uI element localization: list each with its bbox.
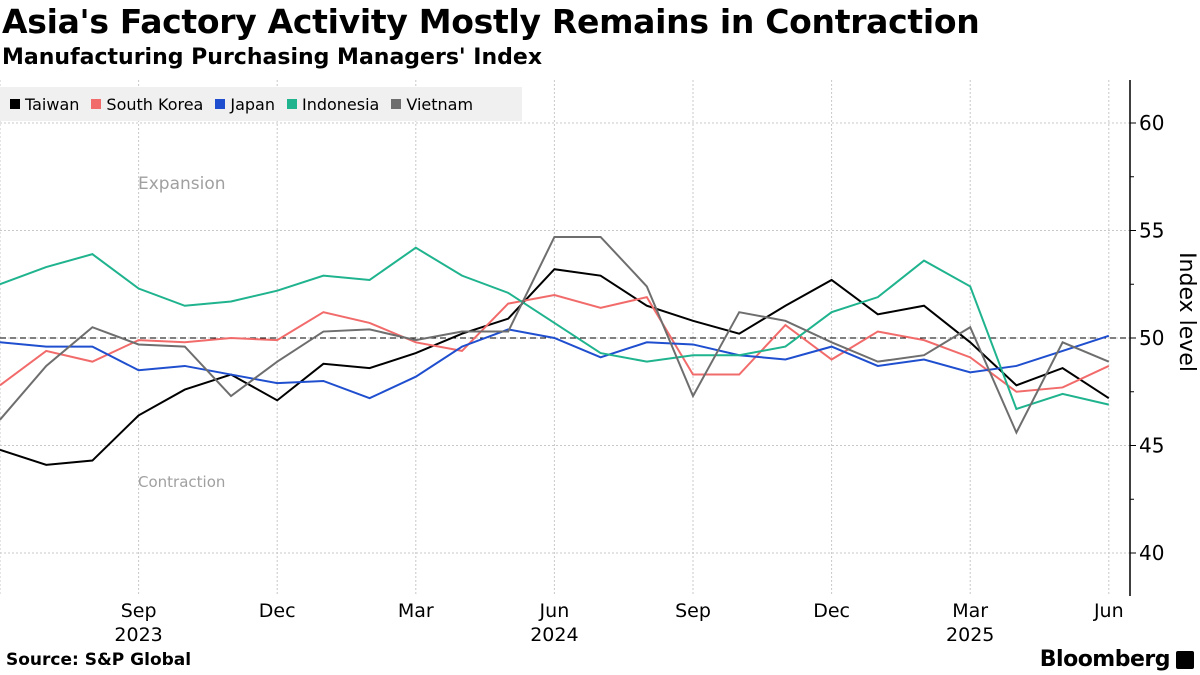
legend-item: Vietnam xyxy=(391,95,473,114)
series-line-south-korea xyxy=(0,293,1110,393)
y-axis-label: Index level xyxy=(1174,252,1199,372)
legend-label: Taiwan xyxy=(25,94,80,114)
y-axis: 40 45 50 55 60 xyxy=(1129,80,1164,596)
legend-label: Japan xyxy=(230,94,275,114)
legend-swatch xyxy=(391,99,402,109)
series-line-japan xyxy=(0,328,1110,400)
x-tick-label: Jun xyxy=(1093,600,1124,622)
legend-label: Indonesia xyxy=(301,94,380,114)
legend-label: Vietnam xyxy=(406,94,474,114)
legend-item: Japan xyxy=(215,95,275,114)
x-tick-label: Sep xyxy=(121,600,157,622)
x-tick-label: Dec xyxy=(813,600,850,622)
legend-item: South Korea xyxy=(91,95,203,114)
chart-subtitle: Manufacturing Purchasing Managers' Index xyxy=(2,45,543,70)
source-note: Source: S&P Global xyxy=(6,650,192,670)
x-year-label: 2023 xyxy=(114,624,162,646)
legend-swatch xyxy=(286,99,297,109)
series-line-indonesia xyxy=(0,246,1110,411)
x-year-label: 2024 xyxy=(530,624,578,646)
legend-item: Indonesia xyxy=(286,94,380,114)
grid xyxy=(0,80,1130,596)
chart-title: Asia's Factory Activity Mostly Remains i… xyxy=(2,2,980,41)
series-line-taiwan xyxy=(0,268,1110,466)
x-tick-label: Mar xyxy=(952,600,988,622)
y-tick-label: 45 xyxy=(1139,434,1164,458)
x-tick-label: Mar xyxy=(398,600,434,622)
y-tick-label: 40 xyxy=(1139,541,1164,565)
bloomberg-terminal-icon xyxy=(1176,651,1194,669)
y-tick-label: 60 xyxy=(1139,111,1164,135)
series-line-vietnam xyxy=(0,235,1110,435)
legend-item: Taiwan xyxy=(10,95,79,114)
expansion-annotation: Expansion xyxy=(138,174,226,194)
x-tick-label: Jun xyxy=(539,600,570,622)
legend-label: South Korea xyxy=(106,94,204,114)
bloomberg-logo: Bloomberg xyxy=(1039,647,1171,672)
legend-swatch xyxy=(91,99,102,109)
y-tick-label: 55 xyxy=(1139,219,1164,243)
x-tick-label: Sep xyxy=(675,600,711,622)
series-lines xyxy=(0,235,1110,466)
x-tick-label: Dec xyxy=(259,600,296,622)
legend-swatch xyxy=(215,99,226,109)
y-tick-label: 50 xyxy=(1139,326,1164,350)
contraction-annotation: Contraction xyxy=(138,473,225,491)
x-year-label: 2025 xyxy=(946,624,994,646)
legend: Taiwan South Korea Japan Indonesia Vietnam xyxy=(0,87,522,121)
legend-swatch xyxy=(10,99,20,109)
